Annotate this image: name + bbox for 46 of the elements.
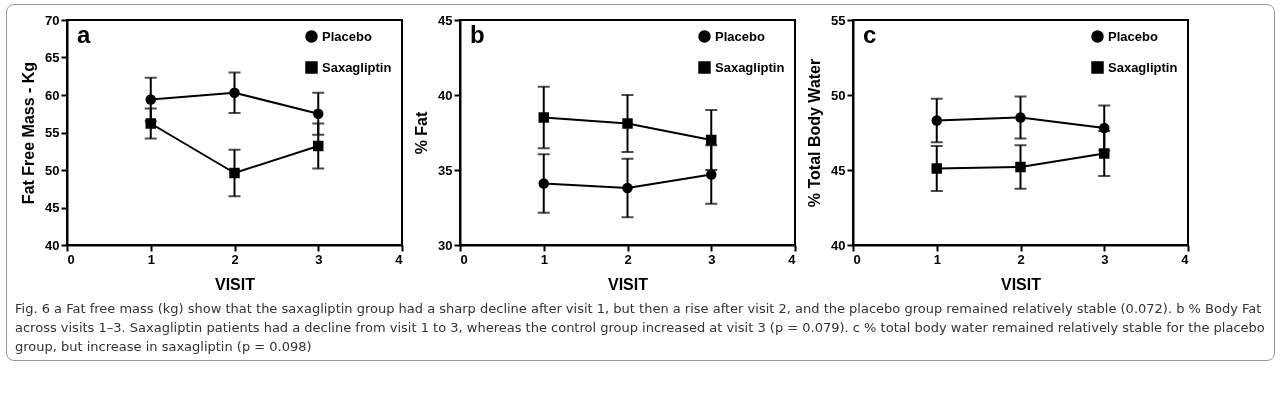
y-tick-label: 50 bbox=[45, 162, 60, 178]
x-tick-label: 3 bbox=[708, 251, 716, 267]
x-axis-title: VISIT bbox=[607, 275, 649, 293]
y-tick-label: 65 bbox=[45, 50, 60, 65]
legend-label: Saxagliptin bbox=[715, 59, 785, 75]
x-tick-label: 4 bbox=[395, 251, 404, 267]
annotation: b bbox=[470, 21, 485, 48]
x-tick-label: 3 bbox=[315, 251, 323, 267]
x-tick-label: 1 bbox=[933, 251, 941, 267]
y-axis-title: % Total Body Water bbox=[806, 58, 824, 208]
y-tick-label: 55 bbox=[831, 12, 846, 28]
x-tick-label: 1 bbox=[540, 251, 548, 267]
y-tick-label: 35 bbox=[438, 162, 453, 178]
legend-label: Saxagliptin bbox=[322, 59, 392, 75]
x-tick-label: 2 bbox=[1017, 251, 1025, 267]
y-tick-label: 40 bbox=[438, 87, 453, 103]
x-tick-label: 0 bbox=[67, 251, 75, 267]
x-tick-label: 0 bbox=[460, 251, 468, 267]
x-axis-title: VISIT bbox=[214, 275, 256, 293]
y-tick-label: 30 bbox=[438, 237, 453, 253]
x-tick-label: 4 bbox=[788, 251, 797, 267]
y-tick-label: 45 bbox=[45, 200, 60, 215]
legend-label: Saxagliptin bbox=[1108, 59, 1178, 75]
legend-label: Placebo bbox=[715, 28, 765, 44]
x-tick-label: 0 bbox=[853, 251, 861, 267]
x-tick-label: 4 bbox=[1181, 251, 1190, 267]
y-axis-title: % Fat bbox=[413, 110, 431, 155]
annotation: c bbox=[863, 21, 877, 48]
y-tick-label: 40 bbox=[831, 237, 846, 253]
legend-label: Placebo bbox=[1108, 28, 1158, 44]
y-tick-label: 55 bbox=[45, 125, 60, 140]
y-tick-label: 45 bbox=[438, 12, 453, 28]
legend-label: Placebo bbox=[322, 28, 372, 44]
x-tick-label: 1 bbox=[147, 251, 155, 267]
y-tick-label: 45 bbox=[831, 162, 846, 178]
annotation: a bbox=[77, 21, 91, 48]
x-tick-label: 2 bbox=[624, 251, 632, 267]
x-axis-title: VISIT bbox=[1000, 275, 1042, 293]
x-tick-label: 2 bbox=[231, 251, 239, 267]
y-axis-title: Fat Free Mass - Kg bbox=[20, 61, 38, 205]
y-tick-label: 40 bbox=[45, 237, 60, 253]
caption: Fig. 6 a Fat free mass (kg) show that the saxagliptin group had a sharp decline after visit 1, but then a rise after visit 2, and the placebo group remained relatively stable (0.072). b % Body Fat across visits 1–3. Saxagliptin patients had a decline from visit 1 to 3, whereas the control group increased at visit 3 (p = 0.079). c % total body water remained relatively stable for the placebo group, but increase in saxagliptin (p = 0.098) bbox=[15, 300, 1266, 356]
y-tick-label: 60 bbox=[45, 87, 60, 103]
y-tick-label: 50 bbox=[831, 87, 846, 103]
y-tick-label: 70 bbox=[45, 12, 60, 28]
x-tick-label: 3 bbox=[1101, 251, 1109, 267]
